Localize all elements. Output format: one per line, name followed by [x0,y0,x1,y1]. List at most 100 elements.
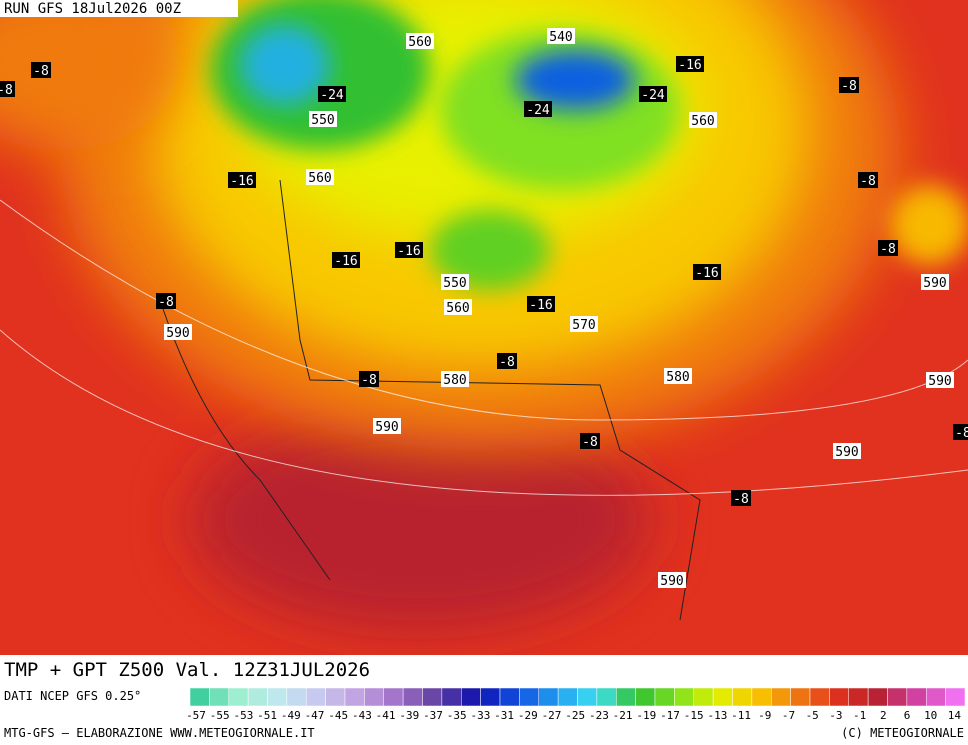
colorbar-swatch [402,687,423,707]
colorbar-swatch [557,687,578,707]
temp-label-box [858,172,878,188]
height-label: 550 [443,276,466,291]
height-label-box [406,33,434,49]
temp-label-box [639,86,667,102]
temp-label-box [731,490,751,506]
colorbar-swatch [809,687,830,707]
colorbar-label: -45 [328,709,348,722]
colorbar-swatch [364,687,384,707]
temp-label-box [395,242,423,258]
colorbar-swatch [577,687,598,707]
temp-label: -24 [526,103,550,118]
height-label-box [306,169,334,185]
colorbar-label: -33 [470,709,490,722]
temp-label: -8 [733,492,749,507]
height-label: 580 [443,373,466,388]
height-label-box [441,371,469,387]
colorbar-label: -15 [684,709,704,722]
colorbar-label: -21 [613,709,633,722]
colorbar-swatch [267,687,288,707]
temp-label: -16 [230,174,253,189]
colorbar-swatch [286,687,307,707]
colorbar-label: -13 [707,709,727,722]
colorbar-label: -43 [352,709,372,722]
height-label-box [441,274,469,290]
colorbar-swatch [325,687,346,707]
colorbar-swatch [751,687,772,707]
height-label: 590 [928,374,951,389]
height-label-box [570,316,598,332]
temp-label: -8 [860,174,876,189]
temp-label-box [497,353,517,369]
temp-label-box [31,62,51,78]
temp-label-box [0,81,15,97]
footer-right: (C) METEOGIORNALE [841,726,964,740]
colorbar-label: -7 [782,709,795,722]
temp-label: -16 [529,298,552,313]
height-label: 590 [660,574,683,589]
colorbar-swatch [228,687,249,707]
temp-label: -16 [334,254,357,269]
colorbar-swatch [945,687,966,707]
height-label: 560 [308,171,331,186]
colorbar-swatch [635,687,656,707]
temp-label: -8 [880,242,896,257]
colorbar-swatch [499,687,520,707]
height-label-box [444,299,472,315]
temp-label: -24 [320,88,344,103]
colorbar-label: -47 [305,709,325,722]
colorbar-swatch [538,687,559,707]
colorbar-label: -11 [731,709,751,722]
temp-label-box [580,433,600,449]
colorbar-label: -3 [829,709,842,722]
temp-label: -8 [841,79,857,94]
colorbar-swatch [247,687,268,707]
colorbar-label: -57 [186,709,206,722]
temp-label: -16 [695,266,718,281]
temp-label-box [693,264,721,280]
colorbar-label: -23 [589,709,609,722]
height-label-box [921,274,949,290]
colorbar-label: -29 [518,709,538,722]
colorbar-swatch [209,687,229,707]
temp-label-box [527,296,555,312]
colorbar-swatch [189,687,210,707]
height-label-box [547,28,575,44]
colorbar-swatch [674,687,694,707]
temp-label-box [359,371,379,387]
height-label-box [664,368,692,384]
colorbar-swatch [867,687,888,707]
height-label: 570 [572,318,595,333]
temp-label-box [878,240,898,256]
colorbar-label: -9 [758,709,771,722]
colorbar-swatch [926,687,946,707]
colorbar-label: -49 [281,709,301,722]
colorbar-swatch [732,687,753,707]
temp-label: -8 [955,426,968,441]
colorbar-label: 14 [948,709,962,722]
colorbar-label: -41 [376,709,396,722]
map-labels: 560 540 550 560 560 550 590 560 570 590 580 580 590 5… [0,28,968,589]
temp-label-box [676,56,704,72]
colorbar-label: -53 [233,709,253,722]
run-label: RUN GFS 18Jul2026 00Z [4,1,181,17]
temp-label-box [318,86,346,102]
colorbar-swatch [906,687,927,707]
colorbar-label: -5 [806,709,819,722]
temp-label-box [228,172,256,188]
colorbar-swatch [306,687,326,707]
colorbar-swatch [480,687,501,707]
height-label: 580 [666,370,689,385]
run-box [0,0,238,17]
height-label: 560 [691,114,714,129]
temp-label: -16 [678,58,701,73]
colorbar-swatch [771,687,791,707]
height-label: 560 [408,35,431,50]
height-label: 550 [311,113,334,128]
height-label-box [926,372,954,388]
height-label-box [833,443,861,459]
colorbar-label: 10 [924,709,937,722]
temp-label: -8 [33,64,49,79]
colorbar-label: -51 [257,709,277,722]
temp-label-box [332,252,360,268]
